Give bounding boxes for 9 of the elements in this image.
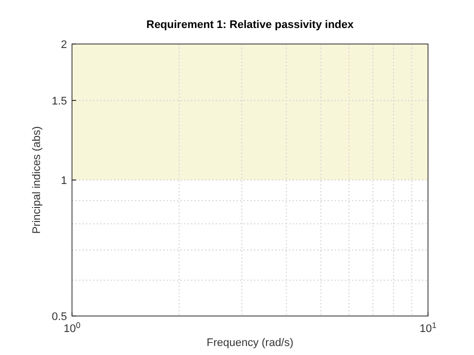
x-tick-label: 10$^{0}$ [64, 320, 81, 335]
y-tick-label: 2 [60, 39, 67, 51]
x-axis-title: Frequency (rad/s) [206, 337, 294, 349]
x-tick-label: 10$^{1}$ [420, 320, 437, 335]
y-tick-label: 1 [60, 175, 67, 187]
y-tick-label: 1.5 [52, 95, 67, 108]
y-axis-title: Principal indices (abs) [31, 126, 43, 234]
chart-title: Requirement 1: Relative passivity index [146, 19, 354, 31]
y-tick-label: 0.5 [52, 311, 67, 323]
